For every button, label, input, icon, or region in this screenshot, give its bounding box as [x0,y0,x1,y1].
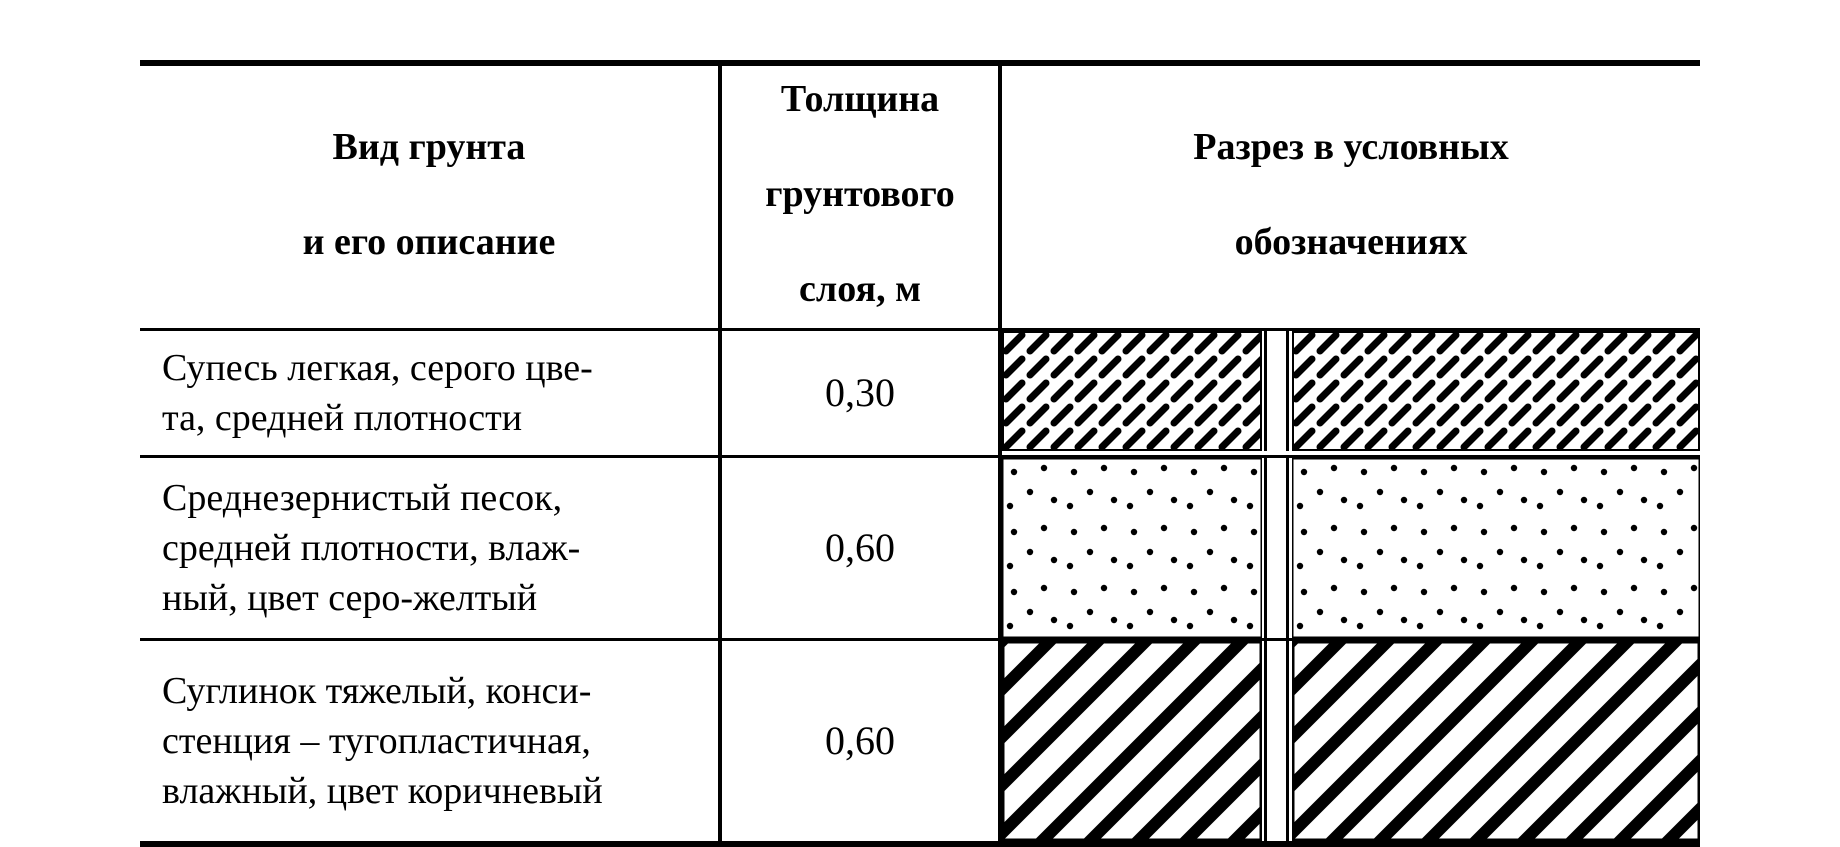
table-row: Супесь легкая, серого цве- та, средней п… [140,329,1700,456]
cell-pattern [1000,456,1700,639]
pattern-swatch-left [1002,458,1262,638]
header-text: Вид грунта [333,124,526,172]
header-text: Толщина [781,76,939,124]
cell-description: Супесь легкая, серого цве- та, средней п… [140,329,720,456]
section-break-line [1264,331,1267,451]
desc-text: та, средней плотности [162,397,522,439]
table-row: Суглинок тяжелый, конси- стенция – тугоп… [140,639,1700,844]
section-break-line [1286,331,1289,451]
thickness-value: 0,60 [825,718,895,763]
header-thickness: Толщина грунтового слоя, м [720,63,1000,329]
cell-description: Среднезернистый песок, средней плотности… [140,456,720,639]
desc-text: Среднезернистый песок, [162,477,562,519]
header-text: грунтового [765,171,955,219]
section-break-line [1264,641,1267,841]
desc-text: Супесь легкая, серого цве- [162,347,593,389]
section-break-line [1286,458,1289,638]
table-header-row: Вид грунта и его описание Толщина грунто… [140,63,1700,329]
desc-text: Суглинок тяжелый, конси- [162,670,591,712]
desc-text: влажный, цвет коричневый [162,770,603,812]
header-text: и его описание [303,219,556,267]
cell-thickness: 0,60 [720,456,1000,639]
pattern-swatch-right [1292,331,1700,451]
cell-thickness: 0,60 [720,639,1000,844]
desc-text: средней плотности, влаж- [162,527,580,569]
pattern-swatch-left [1002,331,1262,451]
pattern-swatch-right [1292,458,1700,638]
section-break-line [1264,458,1267,638]
section-break-line [1286,641,1289,841]
cell-thickness: 0,30 [720,329,1000,456]
pattern-swatch-left [1002,641,1262,841]
pattern-swatch-right [1292,641,1700,841]
cell-pattern [1000,639,1700,844]
cell-description: Суглинок тяжелый, конси- стенция – тугоп… [140,639,720,844]
thickness-value: 0,30 [825,370,895,415]
thickness-value: 0,60 [825,525,895,570]
cell-pattern [1000,329,1700,456]
header-text: обозначениях [1235,219,1468,267]
page: Вид грунта и его описание Толщина грунто… [0,0,1840,832]
desc-text: стенция – тугопластичная, [162,720,591,762]
desc-text: ный, цвет серо-желтый [162,577,537,619]
soil-profile-table: Вид грунта и его описание Толщина грунто… [140,60,1700,847]
header-soil-type: Вид грунта и его описание [140,63,720,329]
header-text: Разрез в условных [1193,124,1508,172]
header-section: Разрез в условных обозначениях [1000,63,1700,329]
header-text: слоя, м [799,266,921,314]
table-row: Среднезернистый песок, средней плотности… [140,456,1700,639]
